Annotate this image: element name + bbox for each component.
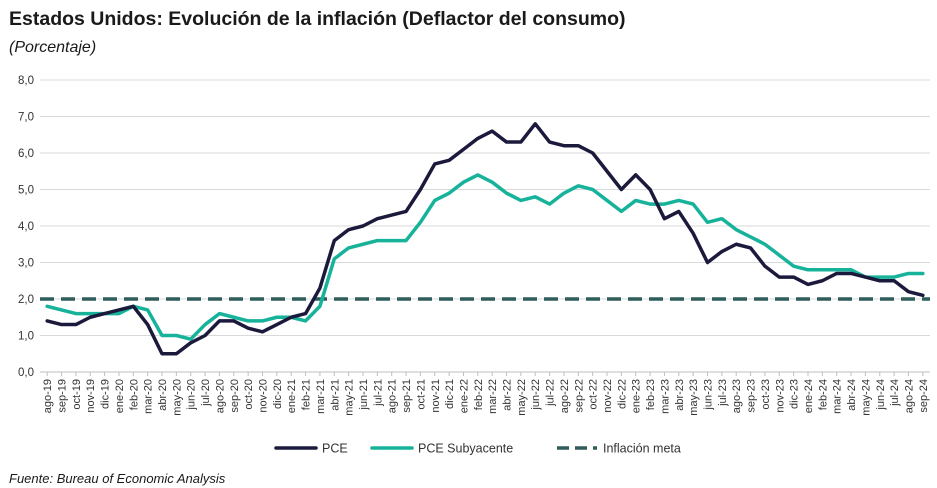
x-tick-label: dic-23 bbox=[789, 379, 801, 409]
x-tick-label: may-24 bbox=[860, 379, 872, 416]
x-tick-label: nov-19 bbox=[85, 379, 97, 413]
x-tick-label: sep-24 bbox=[918, 379, 930, 413]
x-tick-label: nov-20 bbox=[258, 379, 270, 413]
y-tick-label: 8,0 bbox=[18, 75, 34, 87]
x-tick-label: jun-23 bbox=[703, 379, 715, 411]
y-tick-label: 1,0 bbox=[18, 331, 34, 343]
x-tick-label: jun-22 bbox=[530, 379, 542, 411]
series-line-pce-subyacente bbox=[45, 173, 925, 341]
x-tick-label: ago-24 bbox=[903, 379, 915, 413]
x-tick-label: dic-21 bbox=[444, 379, 456, 409]
x-tick-label: ene-22 bbox=[458, 379, 470, 413]
y-axis-ticks: 0,0 1,0 2,0 3,0 4,0 5,0 6,0 7,0 8,0 bbox=[18, 75, 34, 379]
x-tick-label: oct-19 bbox=[71, 379, 83, 410]
x-tick-label: jun-21 bbox=[358, 379, 370, 411]
x-tick-label: mar-22 bbox=[487, 379, 499, 414]
y-tick-label: 3,0 bbox=[18, 258, 34, 270]
gridlines bbox=[40, 79, 930, 373]
legend-label: PCE Subyacente bbox=[418, 442, 513, 456]
x-tick-label: abr-21 bbox=[329, 379, 341, 411]
x-tick-label: feb-22 bbox=[473, 379, 485, 410]
x-tick-label: ene-24 bbox=[803, 379, 815, 413]
x-tick-label: jun-24 bbox=[875, 379, 887, 411]
x-tick-label: nov-21 bbox=[430, 379, 442, 413]
x-tick-label: ago-22 bbox=[559, 379, 571, 413]
legend: PCE PCE Subyacente Inflación meta bbox=[274, 442, 681, 456]
x-tick-label: sep-23 bbox=[746, 379, 758, 413]
x-tick-label: feb-20 bbox=[128, 379, 140, 410]
x-tick-label: oct-20 bbox=[243, 379, 255, 410]
x-tick-label: ago-23 bbox=[731, 379, 743, 413]
x-tick-label: abr-23 bbox=[674, 379, 686, 411]
x-tick-label: ago-20 bbox=[214, 379, 226, 413]
x-tick-label: sep-20 bbox=[229, 379, 241, 413]
x-tick-label: abr-20 bbox=[157, 379, 169, 411]
x-tick-label: dic-22 bbox=[616, 379, 628, 409]
source-note: Fuente: Bureau of Economic Analysis bbox=[9, 471, 226, 486]
x-tick-label: mar-20 bbox=[143, 379, 155, 414]
legend-label: PCE bbox=[322, 442, 348, 456]
series-line-pce bbox=[45, 122, 925, 356]
x-tick-label: oct-21 bbox=[415, 379, 427, 410]
series-lines bbox=[40, 122, 930, 356]
x-axis-ticks: ago-19 sep-19 oct-19 nov-19 dic-19 ene-20 feb-… bbox=[42, 372, 930, 416]
chart-title: Estados Unidos: Evolución de la inflació… bbox=[9, 8, 626, 30]
x-tick-label: dic-20 bbox=[272, 379, 284, 409]
y-tick-label: 6,0 bbox=[18, 148, 34, 160]
x-tick-label: ene-21 bbox=[286, 379, 298, 413]
x-tick-label: ene-23 bbox=[631, 379, 643, 413]
x-tick-label: dic-19 bbox=[100, 379, 112, 409]
x-tick-label: may-21 bbox=[344, 379, 356, 416]
legend-label: Inflación meta bbox=[603, 442, 681, 456]
x-tick-label: jul-22 bbox=[545, 379, 557, 407]
x-tick-label: ago-19 bbox=[42, 379, 54, 413]
y-tick-label: 0,0 bbox=[18, 367, 34, 379]
x-tick-label: jun-20 bbox=[186, 379, 198, 411]
x-tick-label: oct-23 bbox=[760, 379, 772, 410]
x-tick-label: nov-22 bbox=[602, 379, 614, 413]
x-tick-label: ago-21 bbox=[387, 379, 399, 413]
x-tick-label: jul-20 bbox=[200, 379, 212, 407]
y-tick-label: 5,0 bbox=[18, 185, 34, 197]
x-tick-label: mar-21 bbox=[315, 379, 327, 414]
x-tick-label: mar-24 bbox=[832, 379, 844, 414]
y-tick-label: 7,0 bbox=[18, 112, 34, 124]
x-tick-label: feb-23 bbox=[645, 379, 657, 410]
x-tick-label: jul-21 bbox=[372, 379, 384, 407]
x-tick-label: ene-20 bbox=[114, 379, 126, 413]
x-tick-label: may-23 bbox=[688, 379, 700, 416]
x-tick-label: jul-24 bbox=[889, 379, 901, 407]
x-tick-label: may-20 bbox=[171, 379, 183, 416]
chart-subtitle: (Porcentaje) bbox=[9, 39, 97, 56]
x-tick-label: abr-24 bbox=[846, 379, 858, 411]
x-tick-label: feb-21 bbox=[301, 379, 313, 410]
x-tick-label: sep-19 bbox=[57, 379, 69, 413]
x-tick-label: sep-22 bbox=[573, 379, 585, 413]
x-tick-label: oct-22 bbox=[588, 379, 600, 410]
x-tick-label: abr-22 bbox=[502, 379, 514, 411]
y-tick-label: 4,0 bbox=[18, 221, 34, 233]
x-tick-label: may-22 bbox=[516, 379, 528, 416]
x-tick-label: mar-23 bbox=[659, 379, 671, 414]
x-tick-label: nov-23 bbox=[774, 379, 786, 413]
y-tick-label: 2,0 bbox=[18, 294, 34, 306]
x-tick-label: sep-21 bbox=[401, 379, 413, 413]
x-tick-label: jul-23 bbox=[717, 379, 729, 407]
x-tick-label: feb-24 bbox=[817, 379, 829, 410]
